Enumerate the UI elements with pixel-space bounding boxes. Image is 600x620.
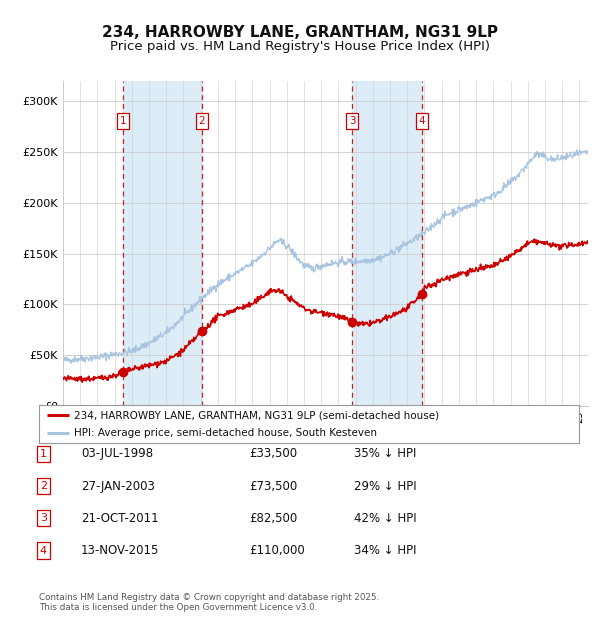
Bar: [123, 81, 202, 406]
Text: 4: 4: [40, 546, 47, 556]
Text: Price paid vs. HM Land Registry's House Price Index (HPI): Price paid vs. HM Land Registry's House …: [110, 40, 490, 53]
Text: 3: 3: [349, 117, 355, 126]
Text: £73,500: £73,500: [249, 480, 297, 492]
Text: 21-OCT-2011: 21-OCT-2011: [81, 512, 158, 525]
Text: 34% ↓ HPI: 34% ↓ HPI: [354, 544, 416, 557]
Text: 2: 2: [40, 481, 47, 491]
Text: 29% ↓ HPI: 29% ↓ HPI: [354, 480, 416, 492]
Text: 42% ↓ HPI: 42% ↓ HPI: [354, 512, 416, 525]
Text: Contains HM Land Registry data © Crown copyright and database right 2025.
This d: Contains HM Land Registry data © Crown c…: [39, 593, 379, 612]
Text: 2: 2: [199, 117, 205, 126]
Text: 234, HARROWBY LANE, GRANTHAM, NG31 9LP: 234, HARROWBY LANE, GRANTHAM, NG31 9LP: [102, 25, 498, 40]
Text: £110,000: £110,000: [249, 544, 305, 557]
Text: 35% ↓ HPI: 35% ↓ HPI: [354, 448, 416, 460]
Text: £82,500: £82,500: [249, 512, 297, 525]
Text: HPI: Average price, semi-detached house, South Kesteven: HPI: Average price, semi-detached house,…: [74, 428, 377, 438]
Text: 1: 1: [120, 117, 127, 126]
Text: £33,500: £33,500: [249, 448, 297, 460]
Text: 3: 3: [40, 513, 47, 523]
Text: 4: 4: [419, 117, 425, 126]
Text: 13-NOV-2015: 13-NOV-2015: [81, 544, 160, 557]
Text: 1: 1: [40, 449, 47, 459]
Text: 234, HARROWBY LANE, GRANTHAM, NG31 9LP (semi-detached house): 234, HARROWBY LANE, GRANTHAM, NG31 9LP (…: [74, 410, 439, 420]
Bar: [352, 81, 422, 406]
Text: 03-JUL-1998: 03-JUL-1998: [81, 448, 153, 460]
Text: 27-JAN-2003: 27-JAN-2003: [81, 480, 155, 492]
